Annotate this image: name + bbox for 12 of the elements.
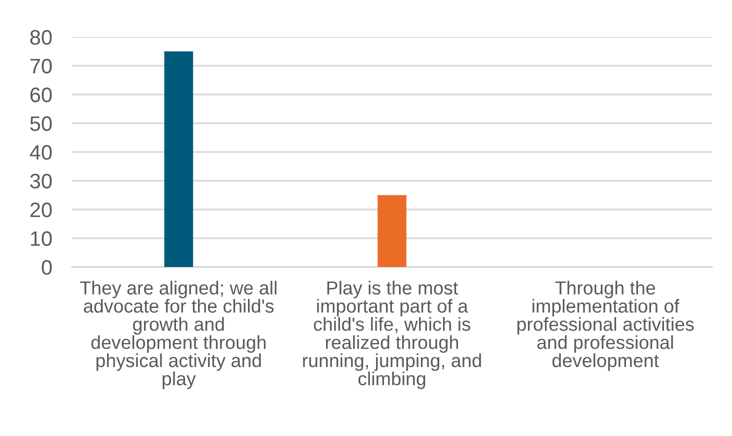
y-tick-label: 60 [30,88,52,102]
x-tick-label: Play is the most important part of a child's life, which is realized through running, jumping, and climbing [303,280,481,390]
y-tick-label: 30 [30,174,52,189]
y-tick-label: 40 [30,145,52,160]
y-tick-label: 10 [30,231,52,246]
x-tick-label: Through the implementation of professional activities and professional development [517,280,694,371]
y-tick-label: 20 [30,202,52,218]
y-tick-label: 0 [42,260,52,275]
y-tick-label: 50 [30,116,52,132]
y-tick-label: 70 [30,58,52,74]
y-tick-label: 80 [30,30,52,45]
x-tick-label: They are aligned; we all advocate for the child's growth and development through physical activity and play [80,280,276,390]
